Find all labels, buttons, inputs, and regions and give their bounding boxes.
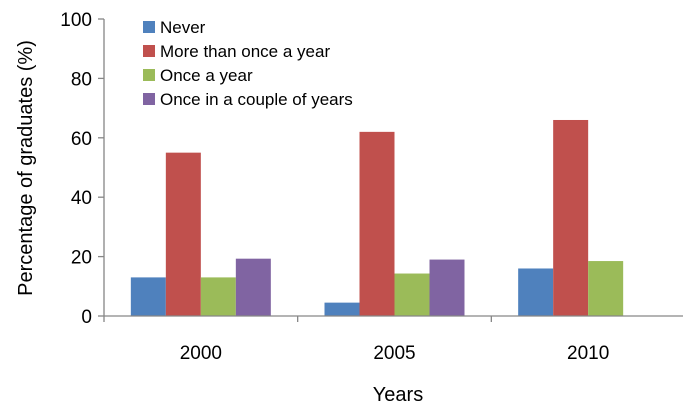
x-tick-label: 2010 bbox=[567, 343, 609, 364]
bars bbox=[130, 119, 624, 316]
y-axis-ticks: 0 20 40 60 80 100 bbox=[60, 10, 104, 328]
x-axis-title: Years bbox=[373, 384, 423, 406]
legend-label: More than once a year bbox=[160, 42, 330, 61]
y-tick-label: 40 bbox=[71, 188, 92, 209]
y-axis-title: Percentage of graduates (%) bbox=[15, 40, 37, 296]
legend-swatch bbox=[143, 93, 155, 105]
y-tick-label: 80 bbox=[71, 69, 92, 90]
bar-2000-0 bbox=[130, 277, 166, 316]
legend-label: Never bbox=[160, 18, 206, 37]
bar-2005-1 bbox=[359, 131, 395, 316]
bar-2000-1 bbox=[165, 152, 201, 316]
y-tick-label: 0 bbox=[81, 307, 92, 328]
legend-label: Once in a couple of years bbox=[160, 90, 353, 109]
x-tick-label: 2000 bbox=[180, 343, 222, 364]
x-axis-ticks: 2000 2005 2010 bbox=[103, 316, 609, 364]
legend-swatch bbox=[143, 21, 155, 33]
legend: Never More than once a year Once a year Onc… bbox=[143, 18, 353, 109]
bar-2010-2 bbox=[588, 261, 624, 316]
bar-2005-2 bbox=[394, 273, 430, 316]
bar-2000-3 bbox=[235, 258, 271, 316]
legend-label: Once a year bbox=[160, 66, 253, 85]
y-tick-label: 100 bbox=[60, 10, 92, 31]
legend-swatch bbox=[143, 69, 155, 81]
legend-swatch bbox=[143, 45, 155, 57]
y-tick-label: 20 bbox=[71, 248, 92, 269]
bar-2000-2 bbox=[200, 277, 236, 316]
x-tick-label: 2005 bbox=[373, 343, 415, 364]
y-tick-label: 60 bbox=[71, 129, 92, 150]
bar-2005-3 bbox=[429, 259, 465, 316]
bar-2010-1 bbox=[553, 119, 589, 316]
bar-2010-0 bbox=[518, 268, 554, 316]
bar-2005-0 bbox=[324, 302, 360, 316]
